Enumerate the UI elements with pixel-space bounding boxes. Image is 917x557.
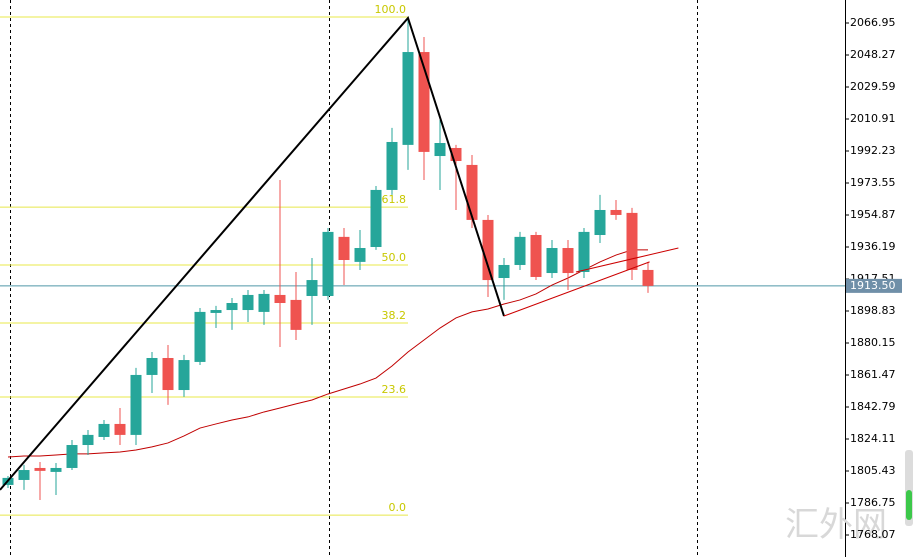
- candle-body: [322, 231, 334, 296]
- candle-body: [226, 303, 238, 311]
- candle-body: [434, 143, 446, 157]
- candle-body: [466, 164, 478, 220]
- candle-body: [50, 467, 62, 472]
- candle-body: [530, 234, 542, 277]
- fib-label: 50.0: [382, 251, 407, 264]
- candle-body: [290, 299, 302, 330]
- candle-body: [402, 52, 414, 145]
- y-tick-label: 1786.75: [850, 496, 896, 509]
- y-tick-label: 1768.07: [850, 528, 896, 541]
- fib-label: 38.2: [382, 309, 407, 322]
- candle-body: [306, 280, 318, 296]
- fib-label: 100.0: [375, 3, 407, 16]
- candle-body: [178, 360, 190, 391]
- y-tick-label: 1880.15: [850, 336, 896, 349]
- scrollbar-thumb[interactable]: [906, 490, 912, 520]
- candle-body: [242, 294, 254, 311]
- y-tick-label: 2048.27: [850, 48, 896, 61]
- candle-body: [418, 52, 430, 152]
- candle-body: [194, 311, 206, 362]
- moving-average: [7, 249, 648, 458]
- fib-label: 61.8: [382, 193, 407, 206]
- candle-body: [114, 423, 126, 435]
- candle-body: [146, 357, 158, 375]
- current-price-box: [846, 278, 902, 293]
- y-tick-label: 2010.91: [850, 112, 896, 125]
- candle-body: [562, 248, 574, 274]
- candle-body: [162, 357, 174, 391]
- y-tick-label: 1992.23: [850, 144, 896, 157]
- candle-body: [18, 470, 30, 480]
- candle-body: [642, 269, 654, 286]
- candle-body: [274, 294, 286, 304]
- candle-body: [210, 310, 222, 313]
- candle-body: [578, 231, 590, 272]
- trendline: [0, 15, 505, 491]
- y-tick-label: 1954.87: [850, 208, 896, 221]
- candle-body: [594, 209, 606, 235]
- fib-label: 0.0: [389, 501, 407, 514]
- y-tick-label: 2029.59: [850, 80, 896, 93]
- current-price-label: 1913.50: [850, 279, 896, 292]
- y-tick-label: 1898.83: [850, 304, 896, 317]
- candle-body: [546, 248, 558, 274]
- candle-body: [626, 212, 638, 270]
- trendline: [503, 261, 650, 317]
- candle-body: [98, 423, 110, 437]
- y-tick-label: 1805.43: [850, 464, 896, 477]
- candle-body: [610, 209, 622, 215]
- y-tick-label: 1842.79: [850, 400, 896, 413]
- fib-label: 23.6: [382, 383, 407, 396]
- candle-body: [82, 434, 94, 446]
- y-tick-label: 1973.55: [850, 176, 896, 189]
- candle-body: [514, 236, 526, 265]
- candle-body: [258, 293, 270, 312]
- candle-body: [130, 374, 142, 435]
- y-tick-label: 1936.19: [850, 240, 896, 253]
- candle-body: [450, 147, 462, 161]
- y-tick-label: 1861.47: [850, 368, 896, 381]
- candle-body: [482, 219, 494, 281]
- candle-body: [498, 264, 510, 278]
- candle-body: [338, 236, 350, 261]
- candle-body: [386, 141, 398, 190]
- watermark: 汇外网: [785, 505, 887, 545]
- candle-body: [34, 467, 46, 471]
- candle-body: [370, 189, 382, 247]
- y-tick-label: 2066.95: [850, 16, 896, 29]
- y-tick-label: 1824.11: [850, 432, 896, 445]
- candle-body: [354, 248, 366, 262]
- candle-body: [66, 445, 78, 468]
- trendline: [575, 247, 679, 273]
